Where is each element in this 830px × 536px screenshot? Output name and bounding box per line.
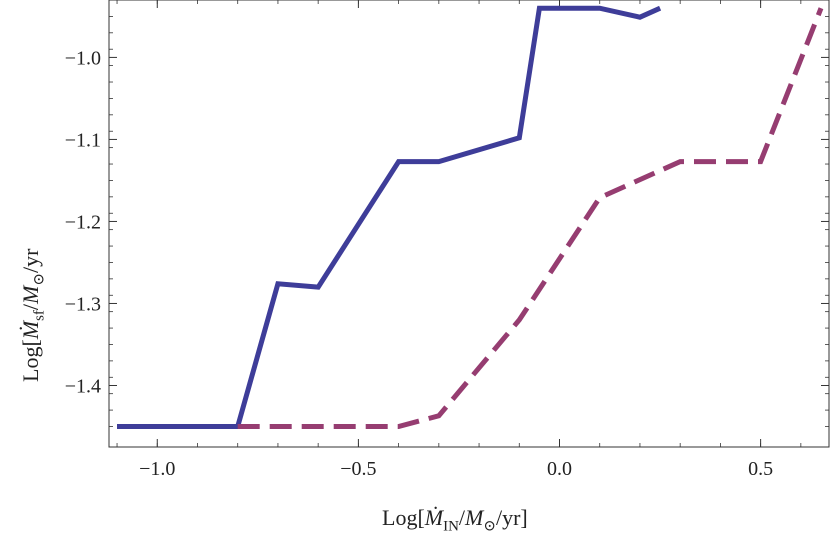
x-axis-title: Log[ṀIN/M⊙/yr]: [382, 505, 528, 535]
plot-frame: [108, 0, 830, 448]
x-axis: −1.0 −0.5 0.0 0.5: [116, 0, 802, 480]
y-tick-label: −1.2: [65, 211, 101, 233]
y-tick-label: −1.4: [65, 375, 101, 397]
y-axis-title: Log[Ṁsf/M⊙/yr: [18, 248, 48, 382]
y-tick-label: −1.3: [65, 293, 101, 315]
y-axis: −1.4 −1.3 −1.2 −1.1 −1.0: [65, 16, 829, 427]
x-tick-label: −0.5: [340, 458, 376, 480]
x-tick-label: −1.0: [139, 458, 175, 480]
series-line-1: [117, 5, 662, 429]
series-layer: [117, 5, 824, 429]
x-tick-label: 0.0: [547, 458, 572, 480]
y-tick-label: −1.1: [65, 129, 101, 151]
x-tick-label: 0.5: [748, 458, 773, 480]
y-tick-label: −1.0: [65, 47, 101, 69]
series-line-2: [237, 7, 824, 429]
